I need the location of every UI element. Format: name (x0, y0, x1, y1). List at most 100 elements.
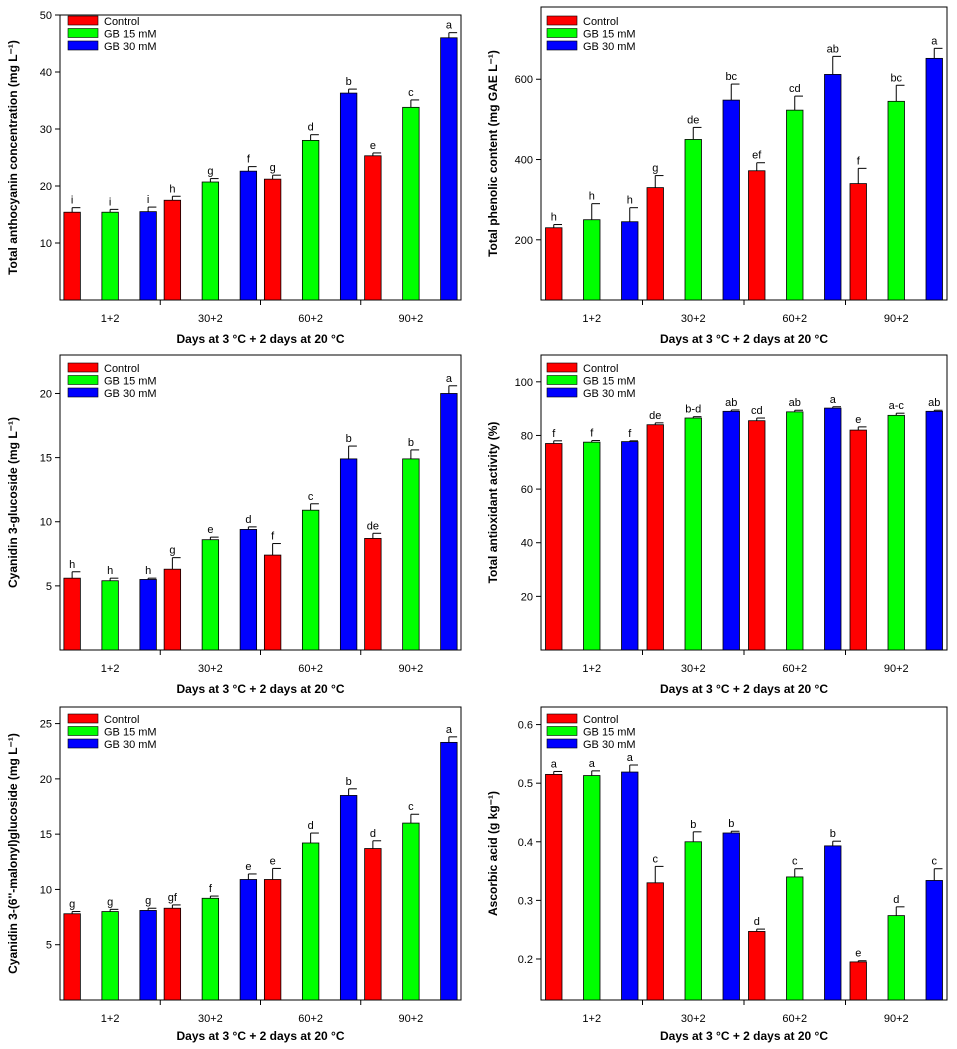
legend-swatch (67, 726, 99, 736)
bar (684, 139, 702, 301)
significance-letter: cd (751, 405, 763, 417)
y-tick-label: 10 (40, 884, 52, 896)
legend-label: GB 15 mM (104, 29, 157, 41)
x-tick-label: 60+2 (782, 313, 807, 325)
bar (440, 741, 458, 1001)
legend-swatch (67, 738, 99, 749)
y-tick-label: 0.6 (518, 720, 533, 732)
legend-swatch (546, 375, 578, 385)
significance-letter: i (147, 194, 149, 206)
significance-letter: a (551, 758, 558, 770)
legend-label: GB 15 mM (104, 727, 157, 739)
panel-antioxidant: 20 40 60 80 100 1+2 30+2 60+2 90+2 f de cd e f b-d ab a-… (486, 354, 948, 696)
significance-letter: e (270, 855, 276, 867)
bar (339, 795, 358, 1001)
legend-swatch (546, 15, 578, 26)
legend-swatch (67, 15, 99, 26)
significance-letter: de (687, 114, 699, 126)
bar (163, 199, 182, 301)
x-tick-label: 60+2 (298, 313, 323, 325)
x-axis-title: Days at 3 °C + 2 days at 20 °C (660, 1029, 828, 1043)
legend-label: Control (104, 714, 139, 726)
x-tick-label: 30+2 (681, 663, 706, 675)
bar (339, 458, 358, 651)
x-tick-label: 90+2 (398, 1013, 423, 1025)
y-tick-label: 100 (515, 377, 533, 389)
x-axis-title: Days at 3 °C + 2 days at 20 °C (176, 1029, 344, 1043)
significance-letter: bc (725, 71, 737, 83)
x-tick-label: 30+2 (198, 313, 223, 325)
legend-label: Control (104, 363, 139, 375)
y-axis-title: Total anthocyanin concentration (mg L⁻¹) (6, 40, 20, 275)
significance-letter: h (551, 212, 557, 224)
legend-label: Control (583, 363, 618, 375)
bar (545, 773, 563, 1001)
y-tick-label: 20 (40, 181, 52, 193)
panel-phenolic: 200 400 600 1+2 30+2 60+2 90+2 h g ef f h de cd bc h bc a… (486, 6, 948, 346)
significance-letter: b (830, 828, 836, 840)
significance-letter: e (370, 140, 376, 152)
bar (545, 227, 563, 301)
legend-swatch (546, 387, 578, 398)
bar (925, 880, 943, 1001)
significance-letter: h (107, 565, 113, 577)
bar (887, 100, 905, 301)
bar (722, 410, 740, 651)
y-tick-label: 60 (521, 484, 533, 496)
x-tick-label: 60+2 (298, 663, 323, 675)
significance-letter: g (69, 899, 75, 911)
y-tick-label: 5 (46, 581, 52, 593)
legend-label: GB 30 mM (104, 388, 157, 400)
bar (301, 509, 320, 651)
significance-letter: e (245, 861, 251, 873)
significance-letter: d (245, 514, 251, 526)
y-tick-label: 600 (515, 74, 533, 86)
y-axis-title: Total phenolic content (mg GAE L⁻¹) (486, 50, 500, 257)
legend-label: GB 30 mM (583, 739, 636, 751)
x-tick-label: 60+2 (298, 1013, 323, 1025)
panel-cyanidin-glucoside: 5 10 15 20 1+2 30+2 60+2 90+2 h g f de h e c b h d b a Contr… (6, 354, 462, 696)
significance-letter: b (346, 433, 352, 445)
y-tick-label: 0.4 (518, 837, 533, 849)
bar (263, 879, 282, 1001)
y-tick-label: 40 (521, 538, 533, 550)
bar (824, 845, 842, 1001)
y-tick-label: 0.3 (518, 895, 533, 907)
significance-letter: e (855, 414, 861, 426)
significance-letter: bc (890, 72, 902, 84)
bar (646, 424, 664, 651)
significance-letter: c (308, 491, 314, 503)
bar (925, 410, 943, 651)
y-tick-label: 15 (40, 453, 52, 465)
significance-letter: f (857, 155, 861, 167)
legend-swatch (546, 362, 578, 373)
legend-label: GB 30 mM (583, 388, 636, 400)
x-tick-label: 90+2 (398, 313, 423, 325)
plot-frame (59, 14, 462, 301)
y-tick-label: 15 (40, 829, 52, 841)
y-tick-label: 30 (40, 124, 52, 136)
significance-letter: a (627, 752, 634, 764)
bar (239, 879, 258, 1001)
bar (646, 187, 664, 301)
significance-letter: ab (789, 397, 801, 409)
significance-letter: f (590, 428, 594, 440)
y-tick-label: 10 (40, 517, 52, 529)
bar (748, 931, 766, 1001)
bar (786, 876, 804, 1001)
bar (583, 775, 601, 1001)
legend-swatch (67, 387, 99, 398)
y-tick-label: 0.5 (518, 778, 533, 790)
bar (139, 211, 157, 301)
x-axis-title: Days at 3 °C + 2 days at 20 °C (176, 332, 344, 346)
significance-letter: cd (789, 83, 801, 95)
significance-letter: a (446, 20, 453, 32)
significance-letter: f (628, 428, 632, 440)
significance-letter: g (107, 896, 113, 908)
significance-letter: a (589, 758, 596, 770)
significance-letter: a (931, 35, 938, 47)
significance-letter: ab (827, 43, 839, 55)
significance-letter: a (446, 724, 453, 736)
significance-letter: a (446, 373, 453, 385)
